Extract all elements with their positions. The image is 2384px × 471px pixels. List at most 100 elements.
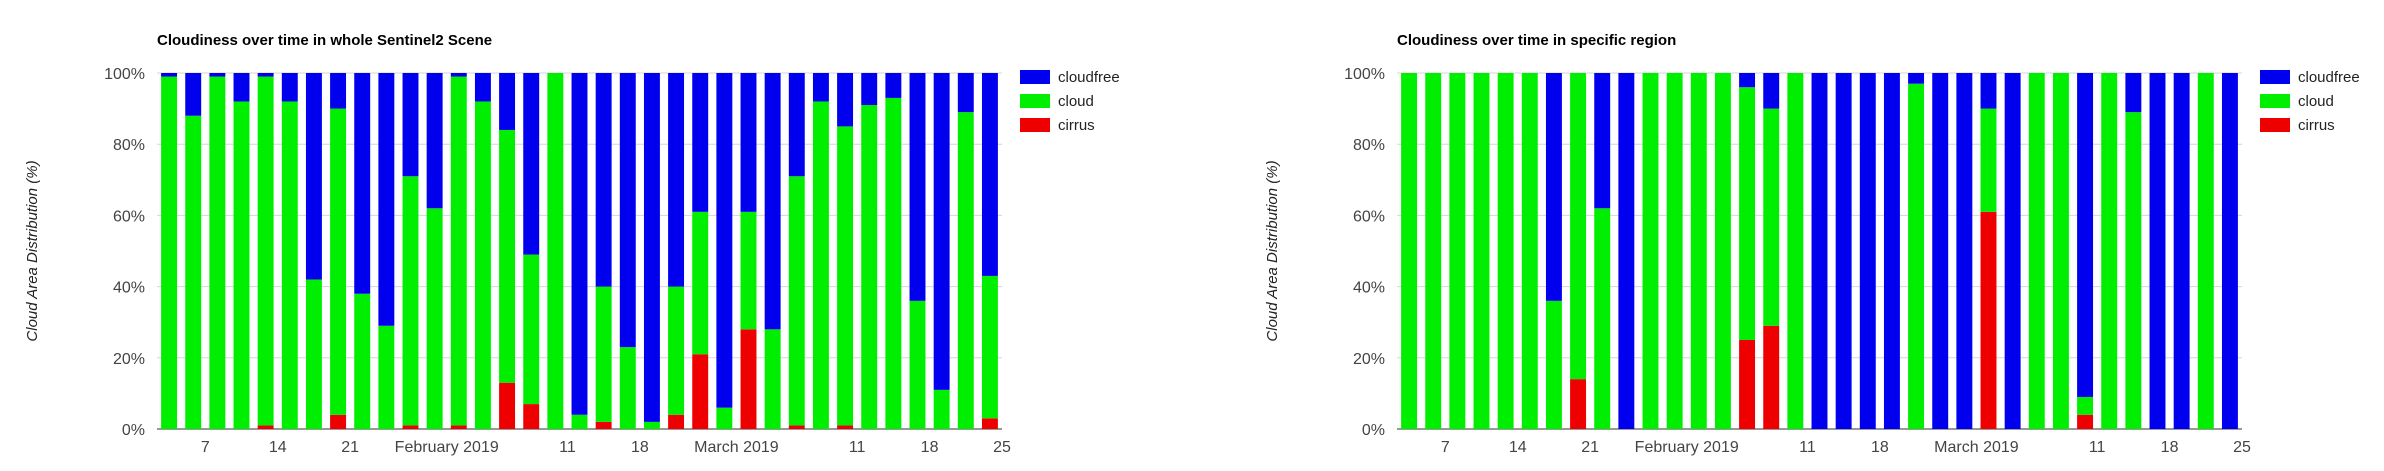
legend-label-cloud: cloud	[1058, 93, 1094, 110]
legend-label-cirrus: cirrus	[2298, 117, 2335, 134]
bar-cloud	[378, 325, 395, 429]
bar-cloud	[1594, 208, 1611, 429]
y-tick-label: 60%	[113, 208, 145, 225]
x-tick-label: 14	[269, 439, 287, 456]
bar-cloud	[595, 286, 612, 422]
bar-cloudfree	[426, 73, 443, 209]
bar-stack	[1545, 73, 1562, 429]
bar-stack	[1859, 73, 1876, 429]
bar-cirrus	[1763, 325, 1780, 429]
bar-cloud	[161, 76, 178, 429]
bar-cloud	[1497, 73, 1514, 429]
bar-stack	[957, 73, 974, 429]
bar-cirrus	[499, 382, 516, 429]
bar-stack	[2101, 73, 2118, 429]
bar-cloud	[402, 176, 419, 426]
bar-cirrus	[2077, 414, 2094, 429]
bar-cirrus	[1570, 379, 1587, 429]
bar-stack	[2149, 73, 2166, 429]
bar-cloud	[1980, 108, 1997, 212]
bar-cloud	[716, 407, 733, 429]
bar-cloud	[619, 347, 636, 429]
bar-cloud	[523, 254, 540, 405]
bar-stack	[981, 73, 998, 429]
bar-cloudfree	[2077, 73, 2094, 397]
bar-stack	[619, 73, 636, 429]
bar-cirrus	[740, 329, 757, 429]
bar-stack	[1932, 73, 1949, 429]
bar-cloudfree	[281, 73, 298, 102]
bar-cloudfree	[571, 73, 588, 415]
bar-cloudfree	[2125, 73, 2142, 113]
bar-cloud	[788, 176, 805, 426]
bar-cloudfree	[402, 73, 419, 177]
bar-cirrus	[788, 425, 805, 429]
bar-cloud	[981, 275, 998, 419]
bar-cloud	[450, 76, 467, 426]
bar-stack	[1763, 73, 1780, 429]
bar-stack	[257, 73, 274, 429]
legend-label-cloudfree: cloudfree	[1058, 69, 1120, 86]
bar-cloudfree	[2004, 73, 2021, 429]
bar-cirrus	[668, 414, 685, 429]
bar-cirrus	[1980, 211, 1997, 429]
bar-cloudfree	[185, 73, 202, 116]
legend-label-cirrus: cirrus	[1058, 117, 1095, 134]
bar-cloud	[740, 211, 757, 330]
x-tick-label: 25	[2233, 439, 2251, 456]
x-tick-label: 7	[1441, 439, 1450, 456]
bar-stack	[1811, 73, 1828, 429]
bar-cloudfree	[1908, 73, 1925, 84]
x-tick-label: February 2019	[1635, 439, 1739, 456]
bar-cloud	[233, 101, 250, 429]
bar-cloudfree	[209, 73, 226, 77]
bar-cloud	[764, 329, 781, 429]
bar-stack	[1521, 73, 1538, 429]
bar-cloudfree	[354, 73, 371, 294]
bar-cloud	[571, 414, 588, 429]
bar-stack	[2125, 73, 2142, 429]
bar-cloud	[1642, 73, 1659, 429]
bar-stack	[499, 73, 516, 429]
bar-stack	[716, 73, 733, 429]
bar-stack	[2173, 73, 2190, 429]
bar-stack	[450, 73, 467, 429]
bar-stack	[1835, 73, 1852, 429]
bar-stack	[474, 73, 491, 429]
bar-cloud	[305, 279, 322, 429]
bar-cloud	[547, 73, 564, 429]
bar-cloudfree	[257, 73, 274, 77]
bar-cloud	[885, 97, 902, 430]
bar-stack	[1787, 73, 1804, 429]
bar-cirrus	[523, 404, 540, 429]
bar-cloudfree	[812, 73, 829, 102]
legend-label-cloudfree: cloudfree	[2298, 69, 2360, 86]
bar-cloudfree	[474, 73, 491, 102]
bar-cloud	[354, 293, 371, 429]
bar-cirrus	[981, 418, 998, 429]
bar-cloudfree	[764, 73, 781, 330]
bar-cloudfree	[1835, 73, 1852, 429]
y-tick-label: 20%	[113, 351, 145, 368]
y-tick-label: 100%	[1344, 66, 1385, 83]
bar-cloud	[957, 112, 974, 429]
y-tick-label: 0%	[122, 422, 145, 439]
bar-cloud	[1473, 73, 1490, 429]
bar-cloudfree	[499, 73, 516, 130]
bar-cloudfree	[1739, 73, 1756, 88]
bar-stack	[523, 73, 540, 429]
bar-stack	[764, 73, 781, 429]
bar-cirrus	[330, 414, 347, 429]
bar-stack	[209, 73, 226, 429]
bar-cloud	[668, 286, 685, 415]
bar-stack	[812, 73, 829, 429]
bar-cloudfree	[305, 73, 322, 280]
bar-cloudfree	[1811, 73, 1828, 429]
bar-cloudfree	[692, 73, 709, 212]
bar-stack	[402, 73, 419, 429]
bar-stack	[2004, 73, 2021, 429]
bar-stack	[2197, 73, 2214, 429]
bar-stack	[1690, 73, 1707, 429]
bar-cloud	[281, 101, 298, 429]
x-tick-label: 14	[1509, 439, 1527, 456]
